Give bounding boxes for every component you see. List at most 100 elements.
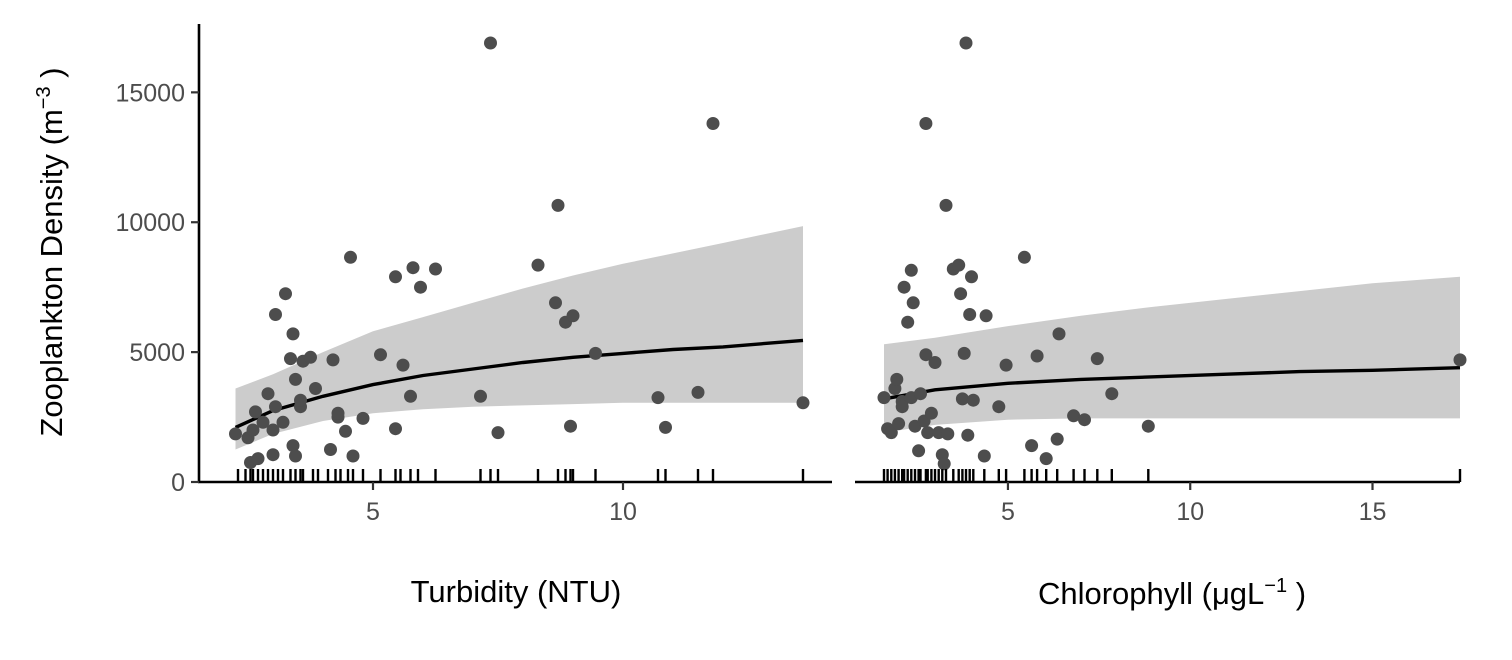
data-point [963, 308, 977, 321]
data-point [895, 400, 909, 414]
data-point [484, 36, 497, 50]
axes [197, 24, 832, 484]
data-point [269, 400, 282, 414]
data-point [564, 419, 577, 433]
data-point [566, 309, 580, 323]
data-point [979, 309, 993, 323]
data-point [999, 358, 1013, 372]
data-point [304, 350, 317, 364]
data-point [406, 261, 420, 275]
data-point [374, 348, 387, 362]
data-point [884, 426, 898, 440]
x-tick-label: 10 [1176, 498, 1204, 526]
data-point [276, 415, 290, 429]
data-point [706, 117, 720, 130]
data-point [389, 270, 402, 284]
data-point [1039, 452, 1053, 466]
data-point [919, 117, 933, 130]
data-point [1141, 419, 1155, 433]
data-point [966, 393, 980, 407]
data-point [928, 356, 942, 369]
x-ticks: 5 10 [366, 482, 637, 526]
data-point [404, 389, 417, 403]
data-point [1453, 353, 1467, 367]
data-point [914, 387, 927, 401]
data-point [396, 358, 410, 372]
data-point [1030, 349, 1044, 363]
panel-turbidity: 0 5000 10000 15000 5 10 Turbidity (NTU) [115, 24, 832, 609]
data-point [344, 250, 357, 264]
data-point [414, 280, 427, 294]
data-point [952, 258, 966, 272]
data-point [651, 391, 665, 405]
x-axis-title-chlorophyll: Chlorophyll (μgL−1 ) [1038, 575, 1306, 611]
data-point [551, 198, 565, 212]
data-point [251, 452, 265, 466]
data-point [1078, 413, 1091, 427]
data-point [284, 352, 297, 366]
data-point [356, 411, 370, 425]
data-point [992, 400, 1006, 414]
data-point [941, 427, 955, 441]
y-tick-label: 15000 [115, 79, 185, 107]
confidence-band-area [235, 226, 803, 450]
data-point [912, 444, 926, 458]
data-point [937, 457, 951, 471]
data-point [904, 263, 918, 277]
fit-line [234, 338, 804, 429]
data-point [279, 287, 292, 301]
confidence-band-area [884, 276, 1460, 433]
data-point [921, 426, 935, 440]
data-point [1025, 439, 1039, 453]
data-point [289, 372, 302, 386]
data-point [389, 422, 402, 436]
y-tick-label: 0 [171, 469, 185, 497]
data-point [339, 424, 352, 438]
x-tick-label: 5 [366, 498, 380, 526]
data-point [1105, 387, 1119, 401]
data-point [955, 392, 969, 406]
data-point [890, 372, 904, 386]
data-point [256, 415, 270, 429]
data-point [977, 449, 991, 463]
data-point [331, 406, 345, 420]
data-point [249, 405, 262, 419]
data-point [269, 308, 282, 321]
data-point [906, 296, 920, 310]
data-point [309, 382, 322, 395]
data-point [294, 393, 307, 407]
x-tick-label: 15 [1359, 498, 1387, 526]
data-point [959, 36, 973, 50]
y-ticks: 0 5000 10000 15000 [115, 79, 199, 497]
data-point [429, 262, 442, 276]
data-point [961, 428, 975, 442]
y-tick-label: 10000 [115, 209, 185, 237]
x-axis-title-turbidity: Turbidity (NTU) [411, 574, 622, 609]
data-point [892, 417, 906, 431]
data-point [1090, 352, 1104, 366]
x-axis-title-superscript: −1 [1264, 575, 1287, 597]
fit-curve [234, 338, 804, 429]
data-points [877, 36, 1467, 471]
data-point [266, 448, 280, 462]
data-point [326, 353, 340, 367]
data-point [1067, 409, 1081, 423]
data-point [796, 396, 810, 410]
confidence-band [884, 276, 1460, 433]
data-point [324, 443, 337, 456]
data-point [939, 198, 953, 212]
data-point [589, 346, 602, 360]
data-point [659, 420, 672, 434]
x-axis-title-tail: ) [1287, 576, 1306, 611]
data-point [491, 426, 505, 440]
data-point [346, 449, 360, 463]
panel-chlorophyll: 5 10 15 Chlorophyll (μgL−1 ) [855, 36, 1467, 611]
data-point [286, 439, 300, 453]
data-point [549, 296, 562, 310]
x-axis-title-main: Chlorophyll (μgL [1038, 576, 1264, 611]
data-point [474, 389, 487, 403]
data-point [954, 287, 968, 301]
data-points [229, 36, 810, 469]
data-point [1017, 250, 1031, 264]
